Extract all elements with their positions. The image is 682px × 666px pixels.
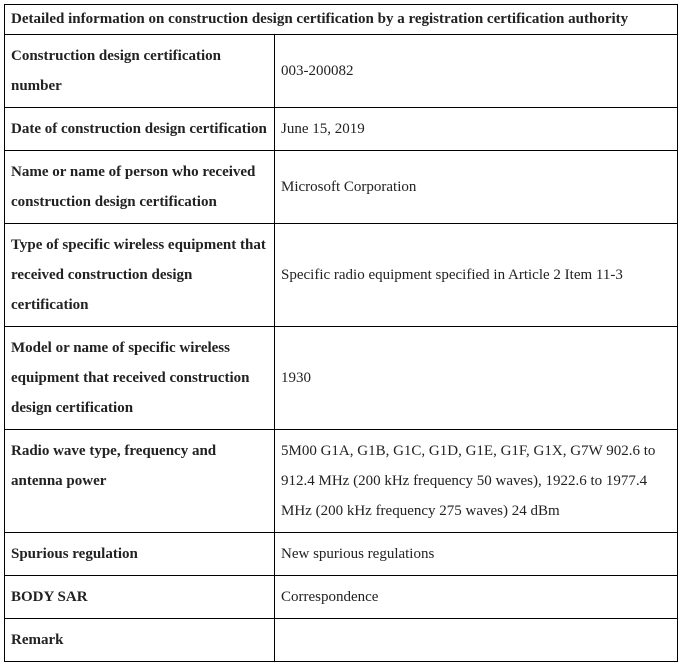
row-value-remark [275,619,677,661]
row-label-recipient: Name or name of person who received cons… [5,151,275,223]
table-row: Construction design certification number… [5,35,677,108]
row-label-cert-number: Construction design certification number [5,35,275,107]
table-row: Type of specific wireless equipment that… [5,224,677,327]
row-label-model: Model or name of specific wireless equip… [5,327,275,429]
row-value-equipment-type: Specific radio equipment specified in Ar… [275,224,677,326]
row-label-remark: Remark [5,619,275,661]
row-value-radio-wave: 5M00 G1A, G1B, G1C, G1D, G1E, G1F, G1X, … [275,430,677,532]
table-row: Spurious regulation New spurious regulat… [5,533,677,576]
row-value-body-sar: Correspondence [275,576,677,618]
row-label-cert-date: Date of construction design certificatio… [5,108,275,150]
table-row: Remark [5,619,677,661]
table-row: BODY SAR Correspondence [5,576,677,619]
row-value-cert-number: 003-200082 [275,35,677,107]
table-row: Date of construction design certificatio… [5,108,677,151]
row-value-recipient: Microsoft Corporation [275,151,677,223]
row-label-body-sar: BODY SAR [5,576,275,618]
certification-table: Detailed information on construction des… [4,4,678,662]
table-title: Detailed information on construction des… [5,5,677,35]
row-value-cert-date: June 15, 2019 [275,108,677,150]
table-row: Radio wave type, frequency and antenna p… [5,430,677,533]
row-label-radio-wave: Radio wave type, frequency and antenna p… [5,430,275,532]
row-label-equipment-type: Type of specific wireless equipment that… [5,224,275,326]
row-label-spurious: Spurious regulation [5,533,275,575]
row-value-spurious: New spurious regulations [275,533,677,575]
table-row: Model or name of specific wireless equip… [5,327,677,430]
table-row: Name or name of person who received cons… [5,151,677,224]
row-value-model: 1930 [275,327,677,429]
